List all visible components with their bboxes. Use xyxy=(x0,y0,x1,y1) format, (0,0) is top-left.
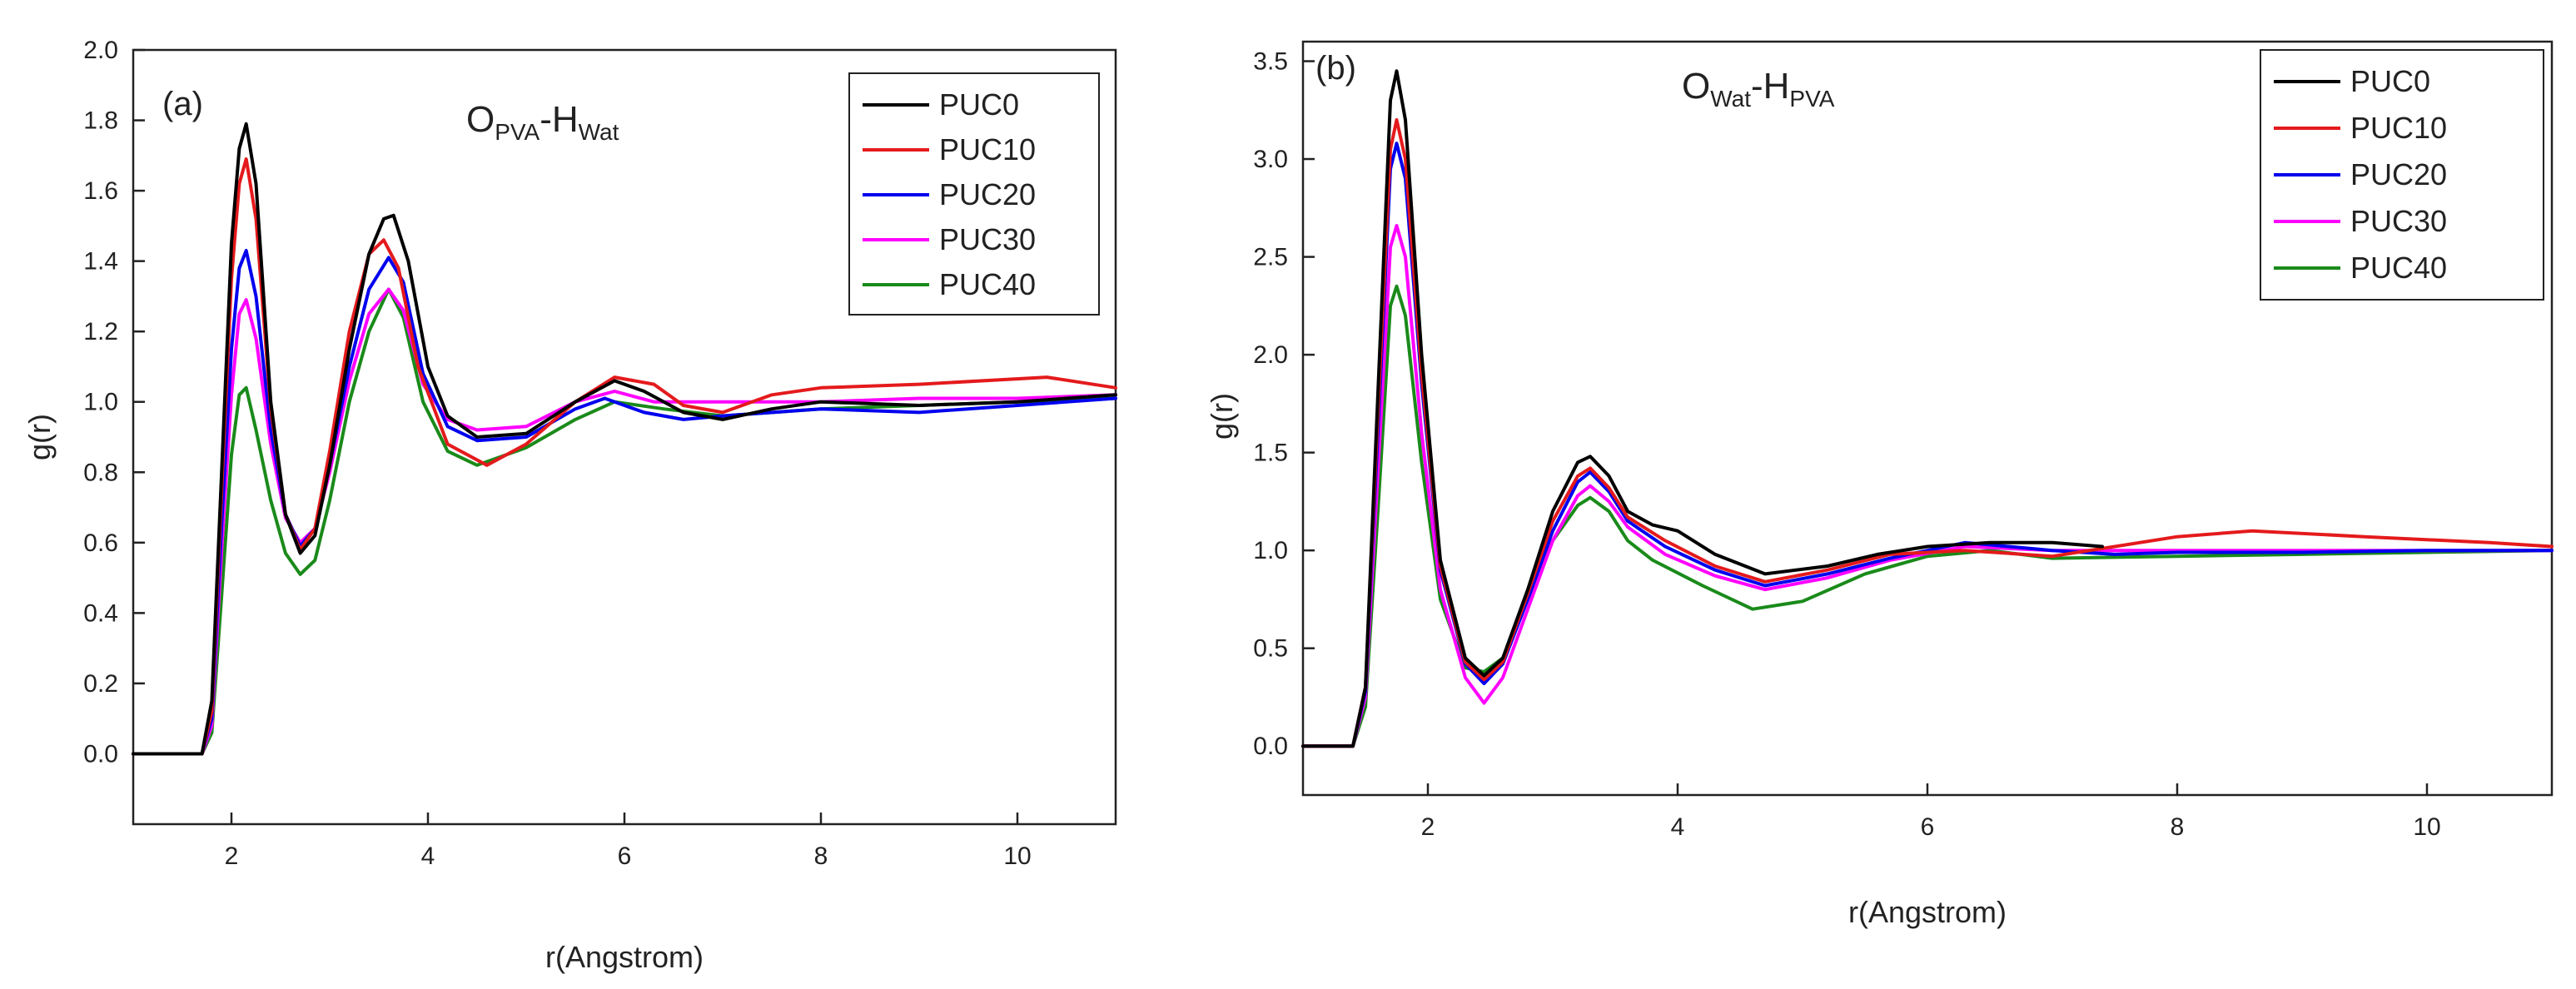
panel-b-y-tick-label: 2.0 xyxy=(1253,341,1288,369)
panel-b-y-tick-label: 1.0 xyxy=(1253,537,1288,564)
panel-b-title-sub2: PVA xyxy=(1789,86,1834,112)
panel-a-series-puc40 xyxy=(132,287,1117,756)
panel-b-legend-label-puc40: PUC40 xyxy=(2350,251,2447,285)
panel-a-y-tick-label: 0.6 xyxy=(83,529,118,557)
panel-a-y-tick-label: 0.2 xyxy=(83,670,118,698)
panel-a-series-group xyxy=(132,122,1117,756)
panel-b-y-axis: 0.0 0.5 1.0 1.5 2.0 2.5 3.0 3.5 xyxy=(1253,48,1315,760)
panel-b-y-tick-label: 3.5 xyxy=(1253,48,1288,76)
panel-b-series-puc10 xyxy=(1301,118,2554,748)
panel-a-title-sep: -H xyxy=(540,99,578,140)
panel-a-chart: (a) OPVA-HWat r(Angstrom) g(r) 2 4 6 8 10 0.… xyxy=(22,37,1117,974)
panel-a-x-tick-label: 8 xyxy=(814,842,828,870)
panel-b-y-tick-label: 2.5 xyxy=(1253,244,1288,271)
panel-a-legend-label-puc30: PUC30 xyxy=(939,222,1036,256)
panel-b-y-tick-label: 0.0 xyxy=(1253,733,1288,760)
panel-b-legend: PUC0 PUC10 PUC20 PUC30 PUC40 xyxy=(2260,49,2544,301)
panel-a-title-sub2: Wat xyxy=(579,119,619,145)
panel-b-legend-label-puc20: PUC20 xyxy=(2350,157,2447,191)
panel-a-y-tick-label: 0.8 xyxy=(83,459,118,486)
panel-a-ylabel: g(r) xyxy=(22,414,57,460)
panel-b-x-tick-label: 4 xyxy=(1671,813,1685,841)
panel-a-x-axis: 2 4 6 8 10 xyxy=(225,813,1032,870)
panel-b-chart: (b) OWat-HPVA r(Angstrom) g(r) 2 4 6 8 10 0.… xyxy=(1205,40,2554,929)
panel-b-legend-label-puc0: PUC0 xyxy=(2350,64,2430,98)
panel-a-series-puc30 xyxy=(132,287,1117,756)
panel-a-legend-label-puc0: PUC0 xyxy=(939,87,1019,122)
panel-a-title: OPVA-HWat xyxy=(466,99,619,145)
panel-a-legend: PUC0 PUC10 PUC20 PUC30 PUC40 xyxy=(848,72,1100,316)
panel-b-series-puc20 xyxy=(1301,142,2554,748)
panel-a-y-tick-label: 1.6 xyxy=(83,177,118,205)
panel-a-series-puc0 xyxy=(132,122,1117,756)
panel-b-series-puc30 xyxy=(1301,224,2554,748)
panel-a-xlabel: r(Angstrom) xyxy=(545,940,704,974)
panel-a-title-main: O xyxy=(466,99,495,140)
panel-a-y-tick-label: 1.0 xyxy=(83,389,118,416)
panel-a-series-puc10 xyxy=(132,157,1117,756)
panel-b-title-sub1: Wat xyxy=(1710,86,1751,112)
panel-b-x-axis: 2 4 6 8 10 xyxy=(1421,783,2441,841)
panel-a-y-tick-label: 1.8 xyxy=(83,107,118,135)
panel-a-y-tick-label: 2.0 xyxy=(83,37,118,64)
panel-b-title-main: O xyxy=(1682,66,1710,107)
panel-a-legend-label-puc20: PUC20 xyxy=(939,177,1036,211)
panel-a-legend-label-puc40: PUC40 xyxy=(939,267,1036,301)
panel-a-x-tick-label: 10 xyxy=(1003,842,1031,870)
panel-b-series-puc0 xyxy=(1301,69,2104,748)
panel-a-y-tick-label: 1.4 xyxy=(83,248,118,276)
panel-b-y-tick-label: 0.5 xyxy=(1253,635,1288,663)
panel-b-x-tick-label: 2 xyxy=(1421,813,1435,841)
panel-b-legend-label-puc10: PUC10 xyxy=(2350,111,2447,145)
panel-b-label: (b) xyxy=(1315,50,1356,87)
panel-a-y-tick-label: 0.0 xyxy=(83,740,118,768)
panel-b-legend-label-puc30: PUC30 xyxy=(2350,204,2447,238)
panel-b-y-tick-label: 3.0 xyxy=(1253,146,1288,173)
panel-a-series-puc20 xyxy=(132,249,1117,756)
panel-b-x-tick-label: 8 xyxy=(2171,813,2185,841)
panel-b-title: OWat-HPVA xyxy=(1682,66,1835,112)
panel-a-label: (a) xyxy=(162,86,203,122)
panel-b-ylabel: g(r) xyxy=(1205,393,1239,440)
panel-a-legend-label-puc10: PUC10 xyxy=(939,132,1036,166)
panel-a-y-tick-label: 0.4 xyxy=(83,599,118,627)
panel-b-x-tick-label: 6 xyxy=(1921,813,1935,841)
panel-a-x-tick-label: 2 xyxy=(225,842,239,870)
panel-b-y-tick-label: 1.5 xyxy=(1253,440,1288,467)
panel-a-title-sub1: PVA xyxy=(495,119,540,145)
panel-a-y-axis: 0.0 0.2 0.4 0.6 0.8 1.0 1.2 1.4 1.6 1.8 2.0 xyxy=(83,37,145,768)
panel-b-x-tick-label: 10 xyxy=(2413,813,2440,841)
panel-b-title-sep: -H xyxy=(1751,66,1789,107)
panel-a-x-tick-label: 4 xyxy=(421,842,435,870)
panel-a-x-tick-label: 6 xyxy=(618,842,632,870)
panel-b-xlabel: r(Angstrom) xyxy=(1848,895,2007,929)
panel-b-series-group xyxy=(1301,69,2554,748)
panel-a-y-tick-label: 1.2 xyxy=(83,318,118,345)
